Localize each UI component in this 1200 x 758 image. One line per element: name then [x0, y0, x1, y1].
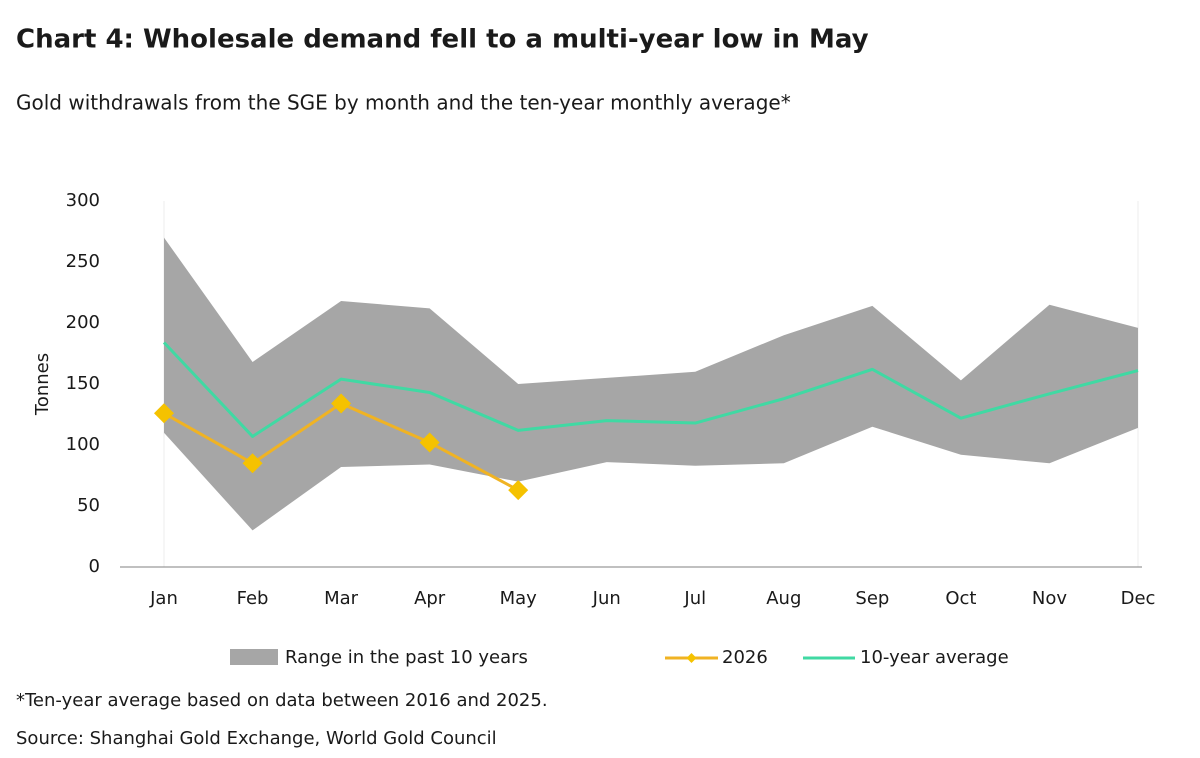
- x-tick-label: Sep: [855, 588, 889, 609]
- range-band: [164, 237, 1138, 531]
- y-tick-label: 300: [66, 190, 100, 211]
- x-tick-label: Mar: [324, 588, 359, 609]
- x-tick-label: May: [500, 588, 538, 609]
- series-marker: [242, 453, 263, 474]
- y-tick-label: 200: [66, 312, 100, 333]
- chart-subtitle: Gold withdrawals from the SGE by month a…: [16, 91, 791, 115]
- y-tick-label: 150: [66, 373, 100, 394]
- y-tick-label: 100: [66, 434, 100, 455]
- x-tick-label: Dec: [1121, 588, 1156, 609]
- y-tick-label: 50: [77, 495, 100, 516]
- x-tick-label: Jan: [149, 588, 178, 609]
- series-marker: [154, 403, 174, 424]
- series-line: [162, 341, 1139, 438]
- x-tick-label: Apr: [414, 588, 446, 609]
- legend-label: 2026: [722, 647, 768, 668]
- y-axis-label: Tonnes: [32, 353, 53, 416]
- chart-title: Chart 4: Wholesale demand fell to a mult…: [16, 25, 869, 55]
- series-marker: [419, 432, 440, 453]
- x-tick-label: Oct: [945, 588, 976, 609]
- legend-label: 10-year average: [860, 647, 1009, 668]
- source: Source: Shanghai Gold Exchange, World Go…: [16, 728, 497, 749]
- x-tick-label: Nov: [1032, 588, 1067, 609]
- series-marker: [331, 393, 352, 414]
- series-marker: [508, 480, 529, 501]
- y-tick-label: 250: [66, 251, 100, 272]
- footnote: *Ten-year average based on data between …: [16, 690, 548, 711]
- x-tick-label: Jun: [592, 588, 621, 609]
- legend-marker: [686, 653, 697, 663]
- x-tick-label: Jul: [683, 588, 706, 609]
- y-tick-label: 0: [89, 556, 100, 577]
- legend-label: Range in the past 10 years: [285, 647, 528, 668]
- legend-swatch: [230, 649, 278, 665]
- x-tick-label: Feb: [237, 588, 269, 609]
- x-tick-label: Aug: [766, 588, 801, 609]
